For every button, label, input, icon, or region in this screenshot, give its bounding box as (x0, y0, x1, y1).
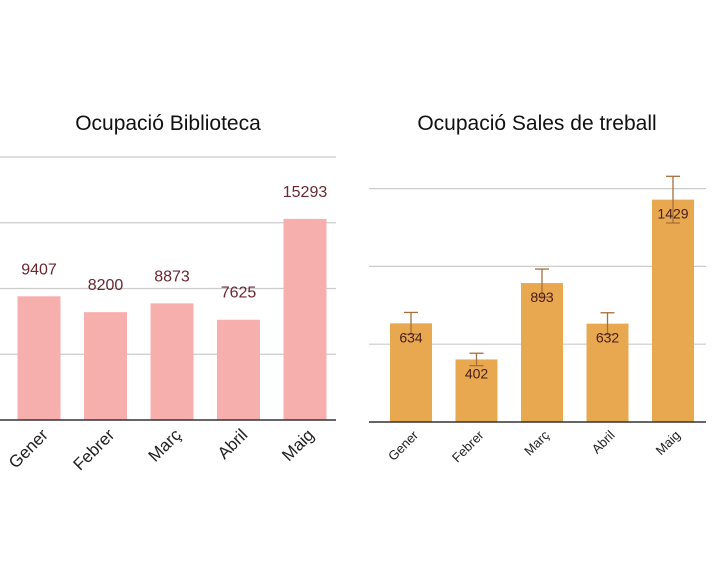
x-tick-label: Febrer (69, 425, 118, 474)
x-tick-label: Abril (214, 425, 251, 462)
data-label: 634 (399, 329, 423, 345)
bar-març (150, 303, 194, 420)
bar-gener (390, 323, 432, 422)
data-label: 8873 (154, 268, 190, 285)
x-tick-label: Març (145, 425, 186, 466)
bar-maig (283, 218, 327, 420)
data-label: 1429 (657, 206, 688, 222)
x-tick-label: Març (521, 427, 552, 458)
chart-sales-treball: 634 Gener 402 Febrer 893 Març 632 Abril 1429 Maig (369, 175, 706, 465)
bar-abril (586, 323, 629, 422)
error-bar (535, 268, 549, 298)
x-tick-label: Febrer (449, 427, 487, 465)
data-label: 9407 (21, 261, 57, 278)
bar-maig (652, 199, 694, 422)
bar-març (521, 283, 563, 422)
bar-gener (17, 296, 61, 420)
x-tick-label: Maig (653, 428, 684, 459)
error-bar (469, 352, 484, 367)
data-label: 15293 (283, 184, 328, 201)
error-bar (404, 311, 418, 335)
data-label: 8200 (88, 277, 124, 294)
chart-title-sales-treball: Ocupació Sales de treball (417, 112, 656, 135)
data-label: 402 (465, 365, 489, 381)
bar-abril (217, 319, 260, 420)
bar-febrer (84, 312, 127, 420)
data-label: 893 (530, 289, 554, 305)
bar-febrer (455, 359, 498, 422)
x-tick-label: Gener (5, 425, 52, 472)
x-tick-label: Gener (385, 427, 422, 464)
chart-title-biblioteca: Ocupació Biblioteca (75, 112, 261, 135)
chart-biblioteca: 9407 Gener 8200 Febrer 8873 Març 7625 Abril 1529… (0, 156, 336, 474)
data-label: 7625 (221, 285, 257, 302)
error-bar (666, 175, 680, 224)
error-bar (600, 312, 615, 336)
data-label: 632 (596, 330, 620, 346)
x-tick-label: Abril (589, 427, 618, 456)
x-tick-label: Maig (278, 425, 317, 464)
